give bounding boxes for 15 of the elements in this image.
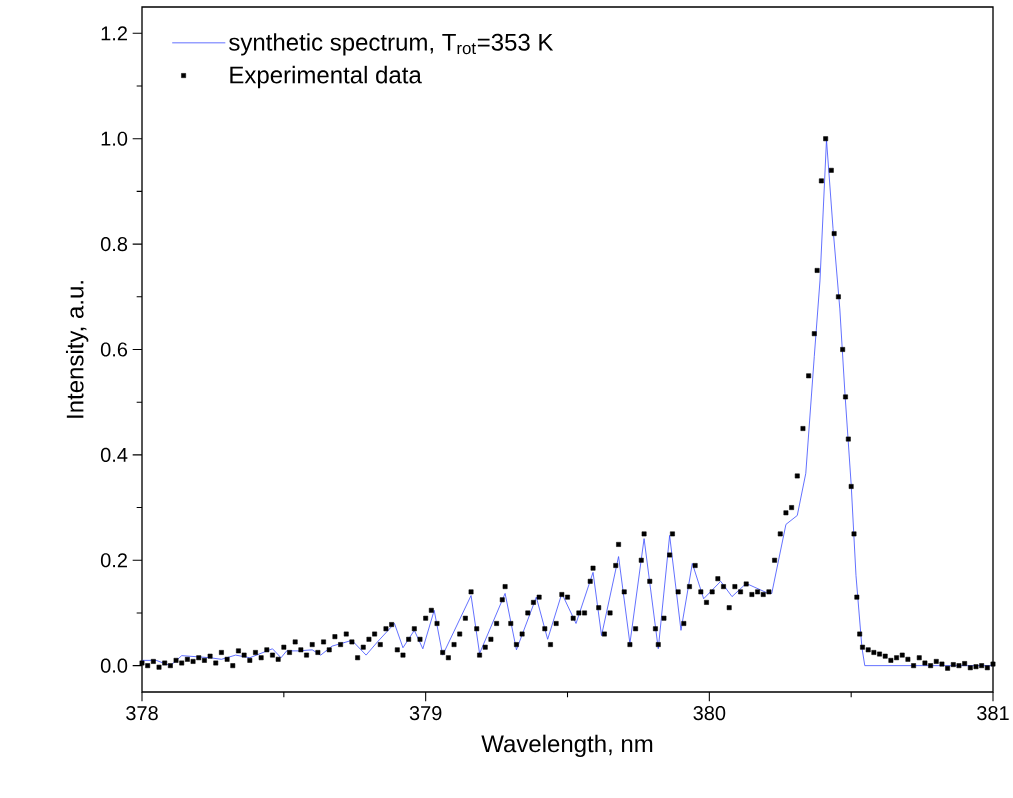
y-tick-label: 1.2: [101, 26, 127, 41]
y-tick-label: 0.2: [100, 553, 127, 568]
x-tick-label: 378: [126, 706, 158, 721]
x-tick-label: 379: [409, 706, 442, 721]
y-tick-label: 0.4: [100, 447, 128, 462]
y-tick-label: 0.0: [100, 658, 128, 673]
legend-label: synthetic spectrum, T$_{rot}$=353 K: [229, 33, 554, 56]
y-tick-label: 0.6: [100, 342, 128, 357]
x-tick-label: 381: [977, 706, 1009, 721]
y-tick-label: 0.8: [100, 237, 128, 252]
x-tick-label: 380: [693, 706, 726, 721]
y-tick-label: 1.0: [101, 131, 128, 146]
legend-label: Experimental data: [230, 65, 422, 89]
y-axis-title: Intensity, a.u.: [65, 281, 89, 418]
x-axis-title: Wavelength, nm: [481, 734, 653, 758]
